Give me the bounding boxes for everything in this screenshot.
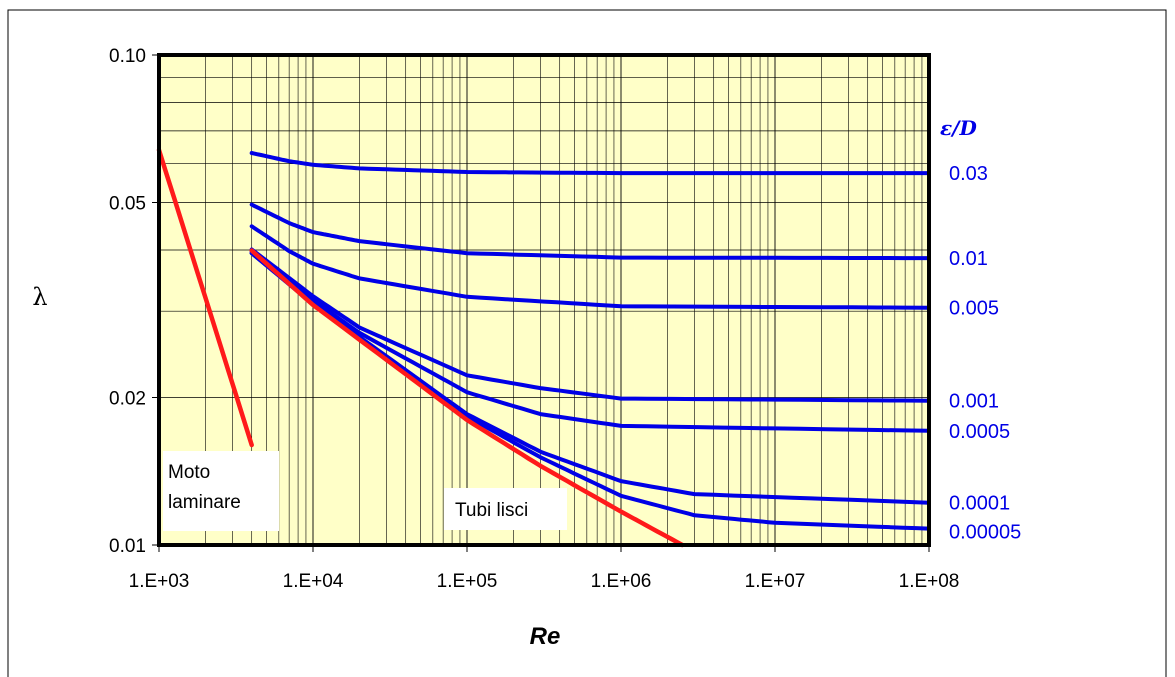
series-label-0-0005: 0.0005 — [949, 421, 1010, 443]
plot-border — [157, 53, 931, 547]
x-tick-label: 1.E+05 — [437, 571, 498, 592]
y-tick-label: 0.05 — [109, 194, 146, 215]
annotation-text-laminar: laminare — [168, 492, 241, 513]
series-layer — [156, 147, 931, 548]
series-line-0-0005 — [249, 249, 931, 433]
legend-title: ε/D — [940, 116, 977, 140]
series-labels: 0.03 0.01 0.005 0.001 0.0005 0.0001 0.00005 — [949, 163, 1021, 543]
y-tick-label: 0.01 — [109, 536, 146, 557]
series-label-0-01: 0.01 — [949, 248, 988, 270]
series-label-0-001: 0.001 — [949, 391, 999, 413]
annotations: Moto laminare Tubi lisci — [163, 451, 567, 531]
x-tick-label: 1.E+06 — [591, 571, 652, 592]
series-line-moto-laminare — [156, 147, 254, 448]
y-axis-ticks: 0.01 0.02 0.05 0.10 — [109, 46, 159, 557]
series-line-0-01 — [249, 202, 931, 261]
series-line-0-001 — [249, 247, 931, 403]
series-line-0-03 — [249, 151, 931, 176]
x-axis-ticks: 1.E+03 1.E+04 1.E+05 1.E+06 1.E+07 1.E+08 — [129, 545, 960, 592]
x-tick-label: 1.E+03 — [129, 571, 190, 592]
y-tick-label: 0.02 — [109, 388, 146, 409]
series-label-0-005: 0.005 — [949, 298, 999, 320]
series-label-0-0001: 0.0001 — [949, 493, 1010, 515]
series-line-tubi-lisci — [249, 248, 685, 548]
y-axis-label: λ — [32, 283, 47, 311]
series-line-0-005 — [249, 224, 931, 310]
x-tick-label: 1.E+04 — [283, 571, 344, 592]
annotation-box-laminar — [163, 451, 279, 531]
series-label-0-03: 0.03 — [949, 163, 988, 185]
grid-lines — [158, 54, 929, 546]
x-axis-label: Re — [530, 623, 561, 650]
x-tick-label: 1.E+07 — [745, 571, 806, 592]
annotation-text-laminar: Moto — [168, 462, 210, 483]
x-tick-label: 1.E+08 — [899, 571, 960, 592]
annotation-box-smooth — [444, 488, 567, 530]
y-tick-label: 0.10 — [109, 46, 146, 67]
annotation-text-smooth: Tubi lisci — [455, 500, 528, 521]
series-label-0-00005: 0.00005 — [949, 522, 1021, 544]
